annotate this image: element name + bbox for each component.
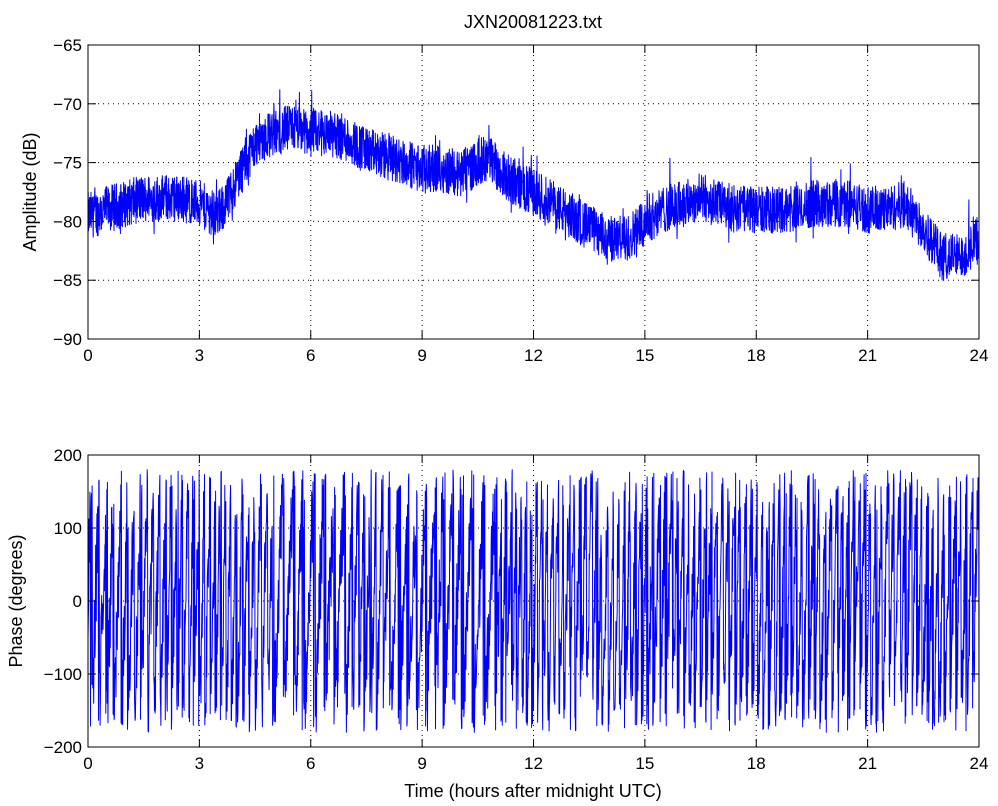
x-tick-label: 24 xyxy=(970,346,989,365)
amplitude-y-axis-title: Amplitude (dB) xyxy=(20,132,40,251)
amplitude-ticks xyxy=(87,44,980,340)
x-tick-label: 3 xyxy=(195,754,204,773)
x-tick-label: 24 xyxy=(970,754,989,773)
y-tick-label: −80 xyxy=(53,212,82,231)
amplitude-panel: 0 3 6 9 12 15 18 21 24 −90 −85 −80 −75 −70 −65 JXN200… xyxy=(20,12,988,365)
series-line xyxy=(87,89,980,281)
x-tick-label: 15 xyxy=(635,754,654,773)
x-tick-label: 12 xyxy=(524,346,543,365)
x-tick-label: 12 xyxy=(524,754,543,773)
y-tick-label: −100 xyxy=(44,665,82,684)
x-tick-label: 6 xyxy=(306,754,315,773)
y-tick-label: −85 xyxy=(53,271,82,290)
y-tick-label: −65 xyxy=(53,36,82,55)
amplitude-y-tick-labels: −90 −85 −80 −75 −70 −65 xyxy=(53,36,82,349)
y-tick-label: 100 xyxy=(54,519,82,538)
phase-y-tick-labels: −200 −100 0 100 200 xyxy=(44,446,82,757)
y-tick-label: −70 xyxy=(53,95,82,114)
x-tick-label: 21 xyxy=(858,754,877,773)
x-tick-label: 9 xyxy=(417,346,426,365)
x-tick-label: 18 xyxy=(747,754,766,773)
chart-title: JXN20081223.txt xyxy=(464,12,602,32)
y-tick-label: −90 xyxy=(53,330,82,349)
y-tick-label: −200 xyxy=(44,738,82,757)
phase-x-tick-labels: 0 3 6 9 12 15 18 21 24 xyxy=(83,754,988,773)
phase-y-axis-title: Phase (degrees) xyxy=(6,534,26,667)
phase-ticks xyxy=(87,454,980,748)
x-tick-label: 3 xyxy=(195,346,204,365)
amplitude-grid xyxy=(88,45,979,339)
x-tick-label: 18 xyxy=(747,346,766,365)
x-tick-label: 6 xyxy=(306,346,315,365)
phase-data xyxy=(87,469,980,733)
x-tick-label: 0 xyxy=(83,346,92,365)
x-tick-label: 9 xyxy=(417,754,426,773)
y-tick-label: −75 xyxy=(53,154,82,173)
series-line xyxy=(87,469,980,733)
x-tick-label: 0 xyxy=(83,754,92,773)
amplitude-x-tick-labels: 0 3 6 9 12 15 18 21 24 xyxy=(83,346,988,365)
phase-x-axis-title: Time (hours after midnight UTC) xyxy=(404,781,661,801)
x-tick-label: 15 xyxy=(635,346,654,365)
phase-panel: 0 3 6 9 12 15 18 21 24 −200 −100 0 100 200 Time (hou… xyxy=(6,446,988,801)
y-tick-label: 0 xyxy=(73,592,82,611)
y-tick-label: 200 xyxy=(54,446,82,465)
x-tick-label: 21 xyxy=(858,346,877,365)
amplitude-data xyxy=(87,89,980,281)
